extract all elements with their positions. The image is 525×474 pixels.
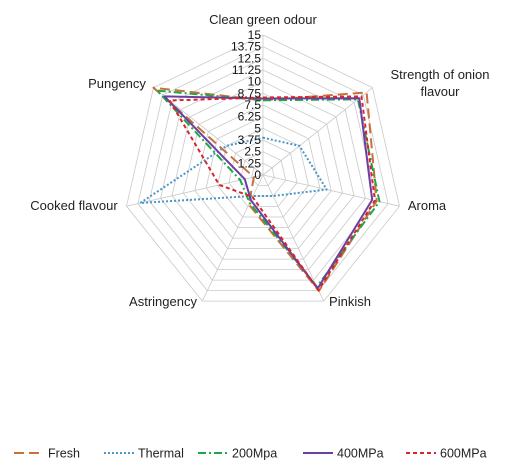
axis-label: Astringency <box>129 294 197 309</box>
legend-label: 200Mpa <box>232 447 277 461</box>
legend-label: 400MPa <box>337 447 384 461</box>
axis-label: Aroma <box>408 198 447 213</box>
grid-ring <box>194 104 332 239</box>
grid-ring <box>251 162 275 186</box>
series-line-400mpa <box>163 95 374 290</box>
axis-label: Pinkish <box>329 294 371 309</box>
tick-label: 2.5 <box>244 145 261 159</box>
axis-label: flavour <box>420 84 460 99</box>
grid-ring <box>126 34 400 302</box>
tick-label: 6.25 <box>238 110 262 124</box>
axis-spoke <box>126 174 264 207</box>
grid-ring <box>171 81 355 260</box>
axis-label: Strength of onion <box>390 67 489 82</box>
tick-label: 13.75 <box>231 40 261 54</box>
grid-ring <box>148 57 378 281</box>
tick-label: 10 <box>248 75 262 89</box>
tick-label: 1.25 <box>238 156 262 170</box>
axis-labels: Clean green odour Strength of onion flavou… <box>30 12 489 309</box>
tick-label: 0 <box>254 168 261 182</box>
axis-spoke <box>262 174 325 302</box>
axis-label: Clean green odour <box>209 12 317 27</box>
grid-ring <box>137 46 389 292</box>
axis-label: Cooked flavour <box>30 198 118 213</box>
tick-label: 11.25 <box>232 63 261 77</box>
legend-label: Fresh <box>48 447 80 461</box>
tick-label: 7.5 <box>244 98 261 112</box>
legend: Fresh Thermal 200Mpa 400MPa 600MPa <box>14 447 487 461</box>
grid-ring <box>228 139 298 207</box>
radial-tick-labels: 01.252.53.7556.257.58.751011.2512.513.75… <box>231 28 261 182</box>
grid-ring <box>160 69 366 271</box>
tick-label: 12.5 <box>238 51 262 65</box>
tick-label: 5 <box>254 121 261 135</box>
grid-ring <box>182 92 344 250</box>
grid-ring <box>205 116 321 229</box>
axis-spoke <box>262 87 373 176</box>
tick-label: 3.75 <box>238 133 262 147</box>
tick-label: 8.75 <box>238 86 262 100</box>
series-line-600mpa <box>168 95 376 292</box>
radar-grid <box>126 34 400 302</box>
axis-label: Pungency <box>88 76 146 91</box>
legend-label: Thermal <box>138 447 184 461</box>
radar-series <box>139 86 381 292</box>
legend-label: 600MPa <box>440 447 487 461</box>
series-line-thermal <box>139 136 328 204</box>
tick-label: 15 <box>248 28 262 42</box>
